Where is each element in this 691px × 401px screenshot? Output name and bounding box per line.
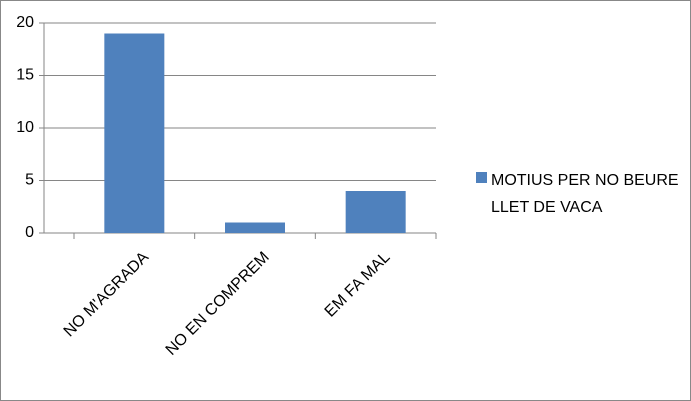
y-tick-label: 20	[16, 14, 34, 31]
x-tick-label: EM FA MAL	[322, 249, 394, 321]
y-tick-label: 10	[16, 119, 34, 136]
legend-swatch	[476, 172, 487, 183]
y-tick-label: 15	[16, 67, 34, 84]
x-tick-label: NO EN COMPREM	[163, 249, 273, 359]
y-tick-label: 0	[25, 224, 34, 241]
x-tick-label: NO M'AGRADA	[61, 249, 153, 341]
bar	[345, 191, 406, 233]
y-tick-label: 5	[25, 172, 34, 189]
bar	[104, 33, 165, 233]
bar	[225, 222, 285, 233]
legend-label: MOTIUS PER NO BEURE LLET DE VACA	[491, 172, 679, 216]
